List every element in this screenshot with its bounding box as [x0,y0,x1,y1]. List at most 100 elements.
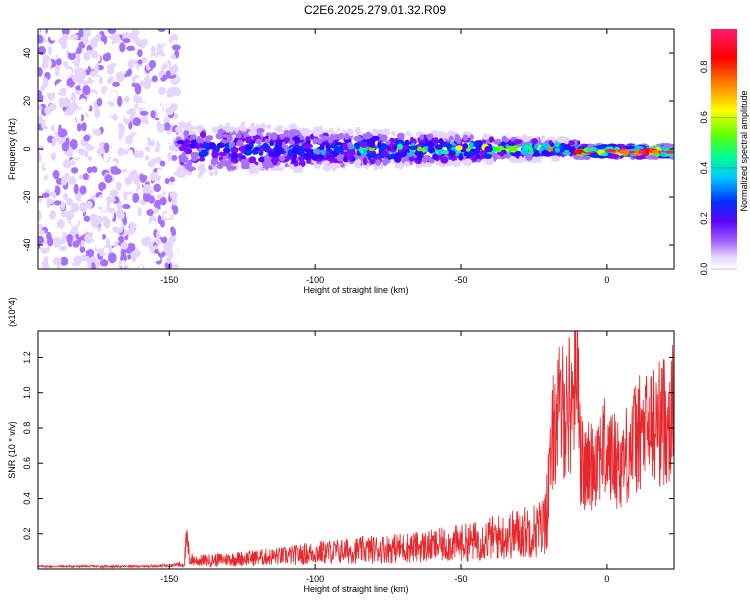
spectrogram-cell [160,196,167,206]
spectrogram-cell [242,237,247,244]
spectrogram-cell [145,154,150,161]
spectrogram-cell [248,130,257,137]
spectrogram-cell [69,102,76,110]
spectrogram-cell [60,168,65,177]
spectrogram-cell [403,161,411,167]
spectrogram-cell [460,188,467,196]
spec-x-tick-label: 0 [604,275,609,285]
spectrogram-cell [345,164,354,171]
spectrogram-cell [67,253,73,264]
spectrogram-cell [477,69,482,77]
spectrogram-cell [76,122,82,132]
spectrogram-cell [382,158,388,167]
spectrogram-cell [192,153,199,161]
spectrogram-cell [396,161,405,170]
spectrogram-cell [369,158,376,165]
spectrogram-cell [460,89,465,95]
spectrogram-cell [265,72,270,81]
spectrogram-cell [64,108,74,116]
spectrogram-cell [157,29,166,33]
spectrogram-cell [145,98,155,105]
spectrogram-cell [164,261,173,269]
spectrogram-cell [74,249,81,257]
spectrogram-cell [272,58,277,63]
spectrogram-cell [268,150,273,157]
spectrogram-cell [583,155,591,159]
spectrogram-cell [306,159,312,164]
spectrogram-cell [183,129,190,138]
spectrogram-cell [106,207,116,213]
spectrogram-cell [401,151,407,158]
spectrogram-cell [73,255,82,266]
spectrogram-cell [52,237,62,248]
spectrogram-cell [90,262,96,269]
spectrogram-cell [134,259,142,267]
spectrogram-cell [564,144,571,151]
spectrogram-cell [38,67,43,77]
spectrogram-cell [235,239,239,248]
spectrogram-cell [51,137,58,144]
spectrogram-cell [541,149,550,157]
spectrogram-cell [419,134,424,141]
spectrogram-cell [332,60,337,69]
spectrogram-cell [238,202,242,208]
spectrogram-cell [79,69,87,80]
spectrogram-cell [260,97,266,103]
spectrogram-cell [60,201,66,211]
spectrogram-cell [107,230,117,239]
spectrogram-cell [144,31,151,38]
spectrogram-cell [66,233,73,244]
spectrogram-cell [93,128,101,136]
spectrogram-cell [522,134,528,143]
spectrogram-cell [340,162,345,168]
spectrogram-cell [165,70,171,77]
spectrogram-cell [138,222,144,233]
spectrogram-cell [117,147,125,156]
spectrogram-cell [294,99,300,105]
spectrogram-cell [472,205,478,211]
spectrogram-cell [42,77,49,88]
spectrogram-cell [450,204,456,212]
spectrogram-cell [80,240,85,248]
spectrogram-cell [72,240,80,248]
spectrogram-cell [79,202,88,213]
spectrogram-cell [38,210,42,221]
spectrogram-cell [255,138,263,145]
spectrogram-cell [150,220,156,230]
spectrogram-cell [244,121,251,129]
spectrogram-cell [47,46,53,55]
spectrogram-cell [508,170,514,176]
spectrogram-cell [191,194,196,203]
spectrogram-cell [390,64,396,74]
snr-y-tick-label: 0.4 [22,492,32,505]
spectrogram-cell [623,145,636,150]
spectrogram-cell [519,188,525,193]
spectrogram-cell [127,242,136,252]
spectrogram-cell [151,34,157,43]
spectrogram-cell [470,154,478,162]
spectrogram-cell [141,41,146,50]
spectrogram-cell [350,112,357,117]
spectrogram-cell [94,63,99,75]
spectrogram-cell [38,109,42,117]
spectrogram-cell [80,195,86,202]
spectrogram-cell [443,74,448,82]
spectrogram-cell [264,163,270,171]
spectrogram-cell [134,103,139,109]
spectrogram-cell [282,72,286,82]
spectrogram-cell [501,193,507,203]
spectrogram-cell [209,170,214,176]
spectrogram-cell [586,147,596,152]
spectrogram-cell [159,160,166,167]
spectrogram-cell [160,152,170,159]
spectrogram-cell [84,233,93,244]
spectrogram-cell [448,135,454,141]
spectrogram-cell [158,70,164,79]
spectrogram-cell [102,189,108,201]
spectrogram-cell [383,128,391,136]
spectrogram-cell [82,84,91,96]
spectrogram-cell [220,158,228,167]
spectrogram-cell [354,77,361,84]
spectrogram-x-label: Height of straight line (km) [303,285,408,295]
spectrogram-cell [414,98,419,107]
